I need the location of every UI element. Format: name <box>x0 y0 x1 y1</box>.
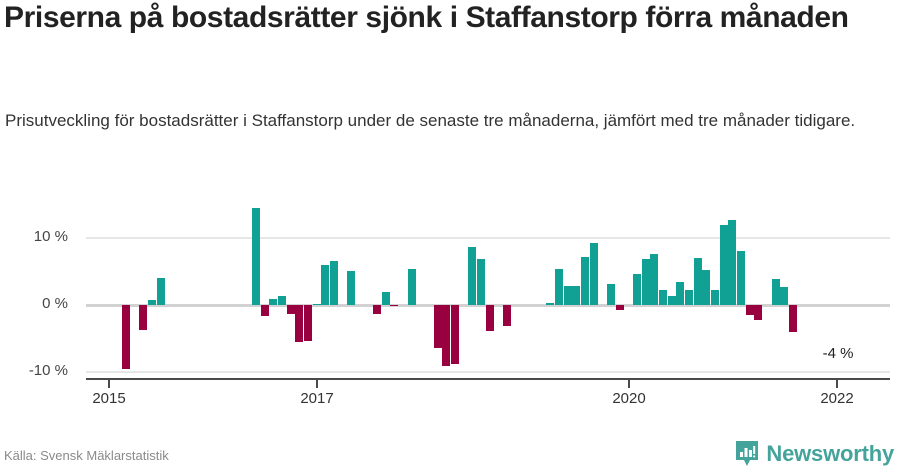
bar <box>313 303 321 305</box>
page-subtitle: Prisutveckling för bostadsrätter i Staff… <box>5 111 856 130</box>
bar <box>668 295 676 305</box>
page-title: Priserna på bostadsrätter sjönk i Staffa… <box>4 1 849 34</box>
gridline <box>86 237 890 239</box>
y-axis-tick-label: -10 % <box>28 362 68 379</box>
x-axis-tick <box>108 380 110 388</box>
bar <box>780 286 788 305</box>
bar <box>694 258 702 305</box>
x-axis-tick-label: 2020 <box>612 390 646 407</box>
bar <box>390 305 398 307</box>
logo-text: Newsworthy <box>766 441 894 466</box>
bar <box>633 274 641 305</box>
bar <box>746 305 754 316</box>
bar <box>347 270 355 305</box>
bar <box>434 305 442 348</box>
bar <box>737 250 745 305</box>
source-note: Källa: Svensk Mäklarstatistik <box>4 448 169 463</box>
y-axis-tick-label: 10 % <box>33 228 68 245</box>
last-value-annotation: -4 % <box>822 345 854 362</box>
bar <box>252 207 260 305</box>
bar <box>590 242 598 305</box>
bar <box>261 305 269 316</box>
bar <box>477 259 485 305</box>
bar <box>304 305 312 342</box>
bar <box>382 291 390 305</box>
bar <box>442 305 450 366</box>
bar <box>148 300 156 305</box>
bar <box>572 285 580 305</box>
bar <box>468 247 476 305</box>
bar <box>122 305 130 369</box>
bar <box>642 258 650 305</box>
bar <box>139 305 147 331</box>
bar <box>451 305 459 364</box>
bar <box>711 290 719 305</box>
bar <box>650 254 658 305</box>
x-axis-tick <box>628 380 630 388</box>
bar <box>772 278 780 305</box>
bar-chart-pin-icon <box>735 440 759 468</box>
x-axis-tick-label: 2015 <box>92 390 126 407</box>
bar <box>157 278 165 305</box>
x-axis-line <box>86 378 890 380</box>
bar <box>676 281 684 305</box>
bar <box>287 305 295 315</box>
bar <box>278 296 286 305</box>
bar <box>607 284 615 305</box>
bar <box>503 305 511 327</box>
y-axis-tick-label: 0 % <box>42 295 68 312</box>
bar <box>269 298 277 305</box>
x-axis-tick-label: 2017 <box>300 390 334 407</box>
bar <box>295 305 303 342</box>
bar <box>728 219 736 305</box>
bar <box>581 256 589 305</box>
x-axis-tick <box>316 380 318 388</box>
bar <box>486 305 494 332</box>
bar <box>754 305 762 320</box>
bar <box>616 305 624 311</box>
bar <box>555 268 563 305</box>
bar <box>373 305 381 315</box>
bar <box>789 305 797 332</box>
bar <box>330 260 338 305</box>
bar <box>702 270 710 305</box>
bar <box>564 285 572 305</box>
bar <box>321 264 329 305</box>
bar <box>408 268 416 305</box>
bar <box>720 225 728 305</box>
gridline <box>86 371 890 373</box>
bar <box>659 290 667 305</box>
x-axis-tick <box>836 380 838 388</box>
newsworthy-logo[interactable]: Newsworthy <box>735 440 894 468</box>
bar <box>546 302 554 305</box>
bar <box>685 290 693 305</box>
x-axis-tick-label: 2022 <box>820 390 854 407</box>
